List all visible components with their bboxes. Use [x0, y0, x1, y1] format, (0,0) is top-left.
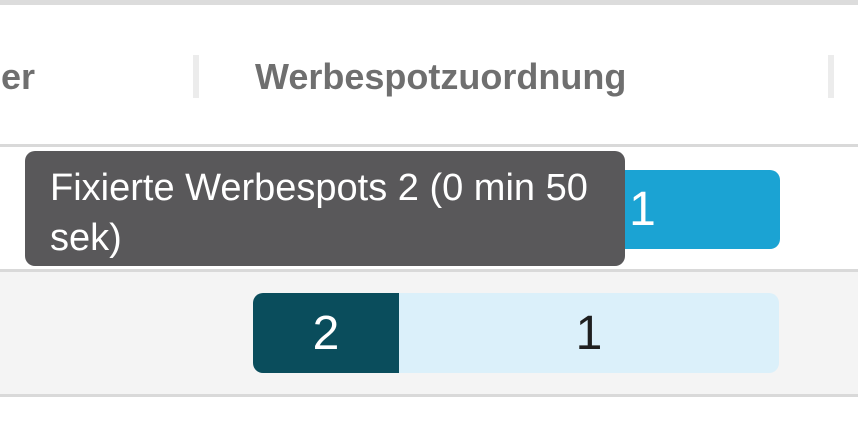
- bar-segment[interactable]: 2: [253, 293, 399, 373]
- bar-segment[interactable]: 1: [399, 293, 779, 373]
- tooltip-text: Fixierte Werbespots 2 (0 min 50 sek): [50, 167, 588, 259]
- column-header-partial: er: [1, 56, 36, 97]
- column-header-werbespotzuordnung: Werbespotzuordnung: [255, 56, 627, 97]
- row-separator: [0, 269, 858, 272]
- top-border: [0, 0, 858, 5]
- bar-segment-value: 1: [575, 306, 603, 360]
- bar-segment-value: 2: [312, 306, 340, 360]
- column-divider: [193, 55, 199, 98]
- header-separator: [0, 144, 858, 147]
- tooltip: Fixierte Werbespots 2 (0 min 50 sek): [25, 151, 625, 266]
- column-divider: [828, 55, 834, 98]
- row-separator: [0, 394, 858, 397]
- bar-segment-value: 1: [629, 183, 656, 236]
